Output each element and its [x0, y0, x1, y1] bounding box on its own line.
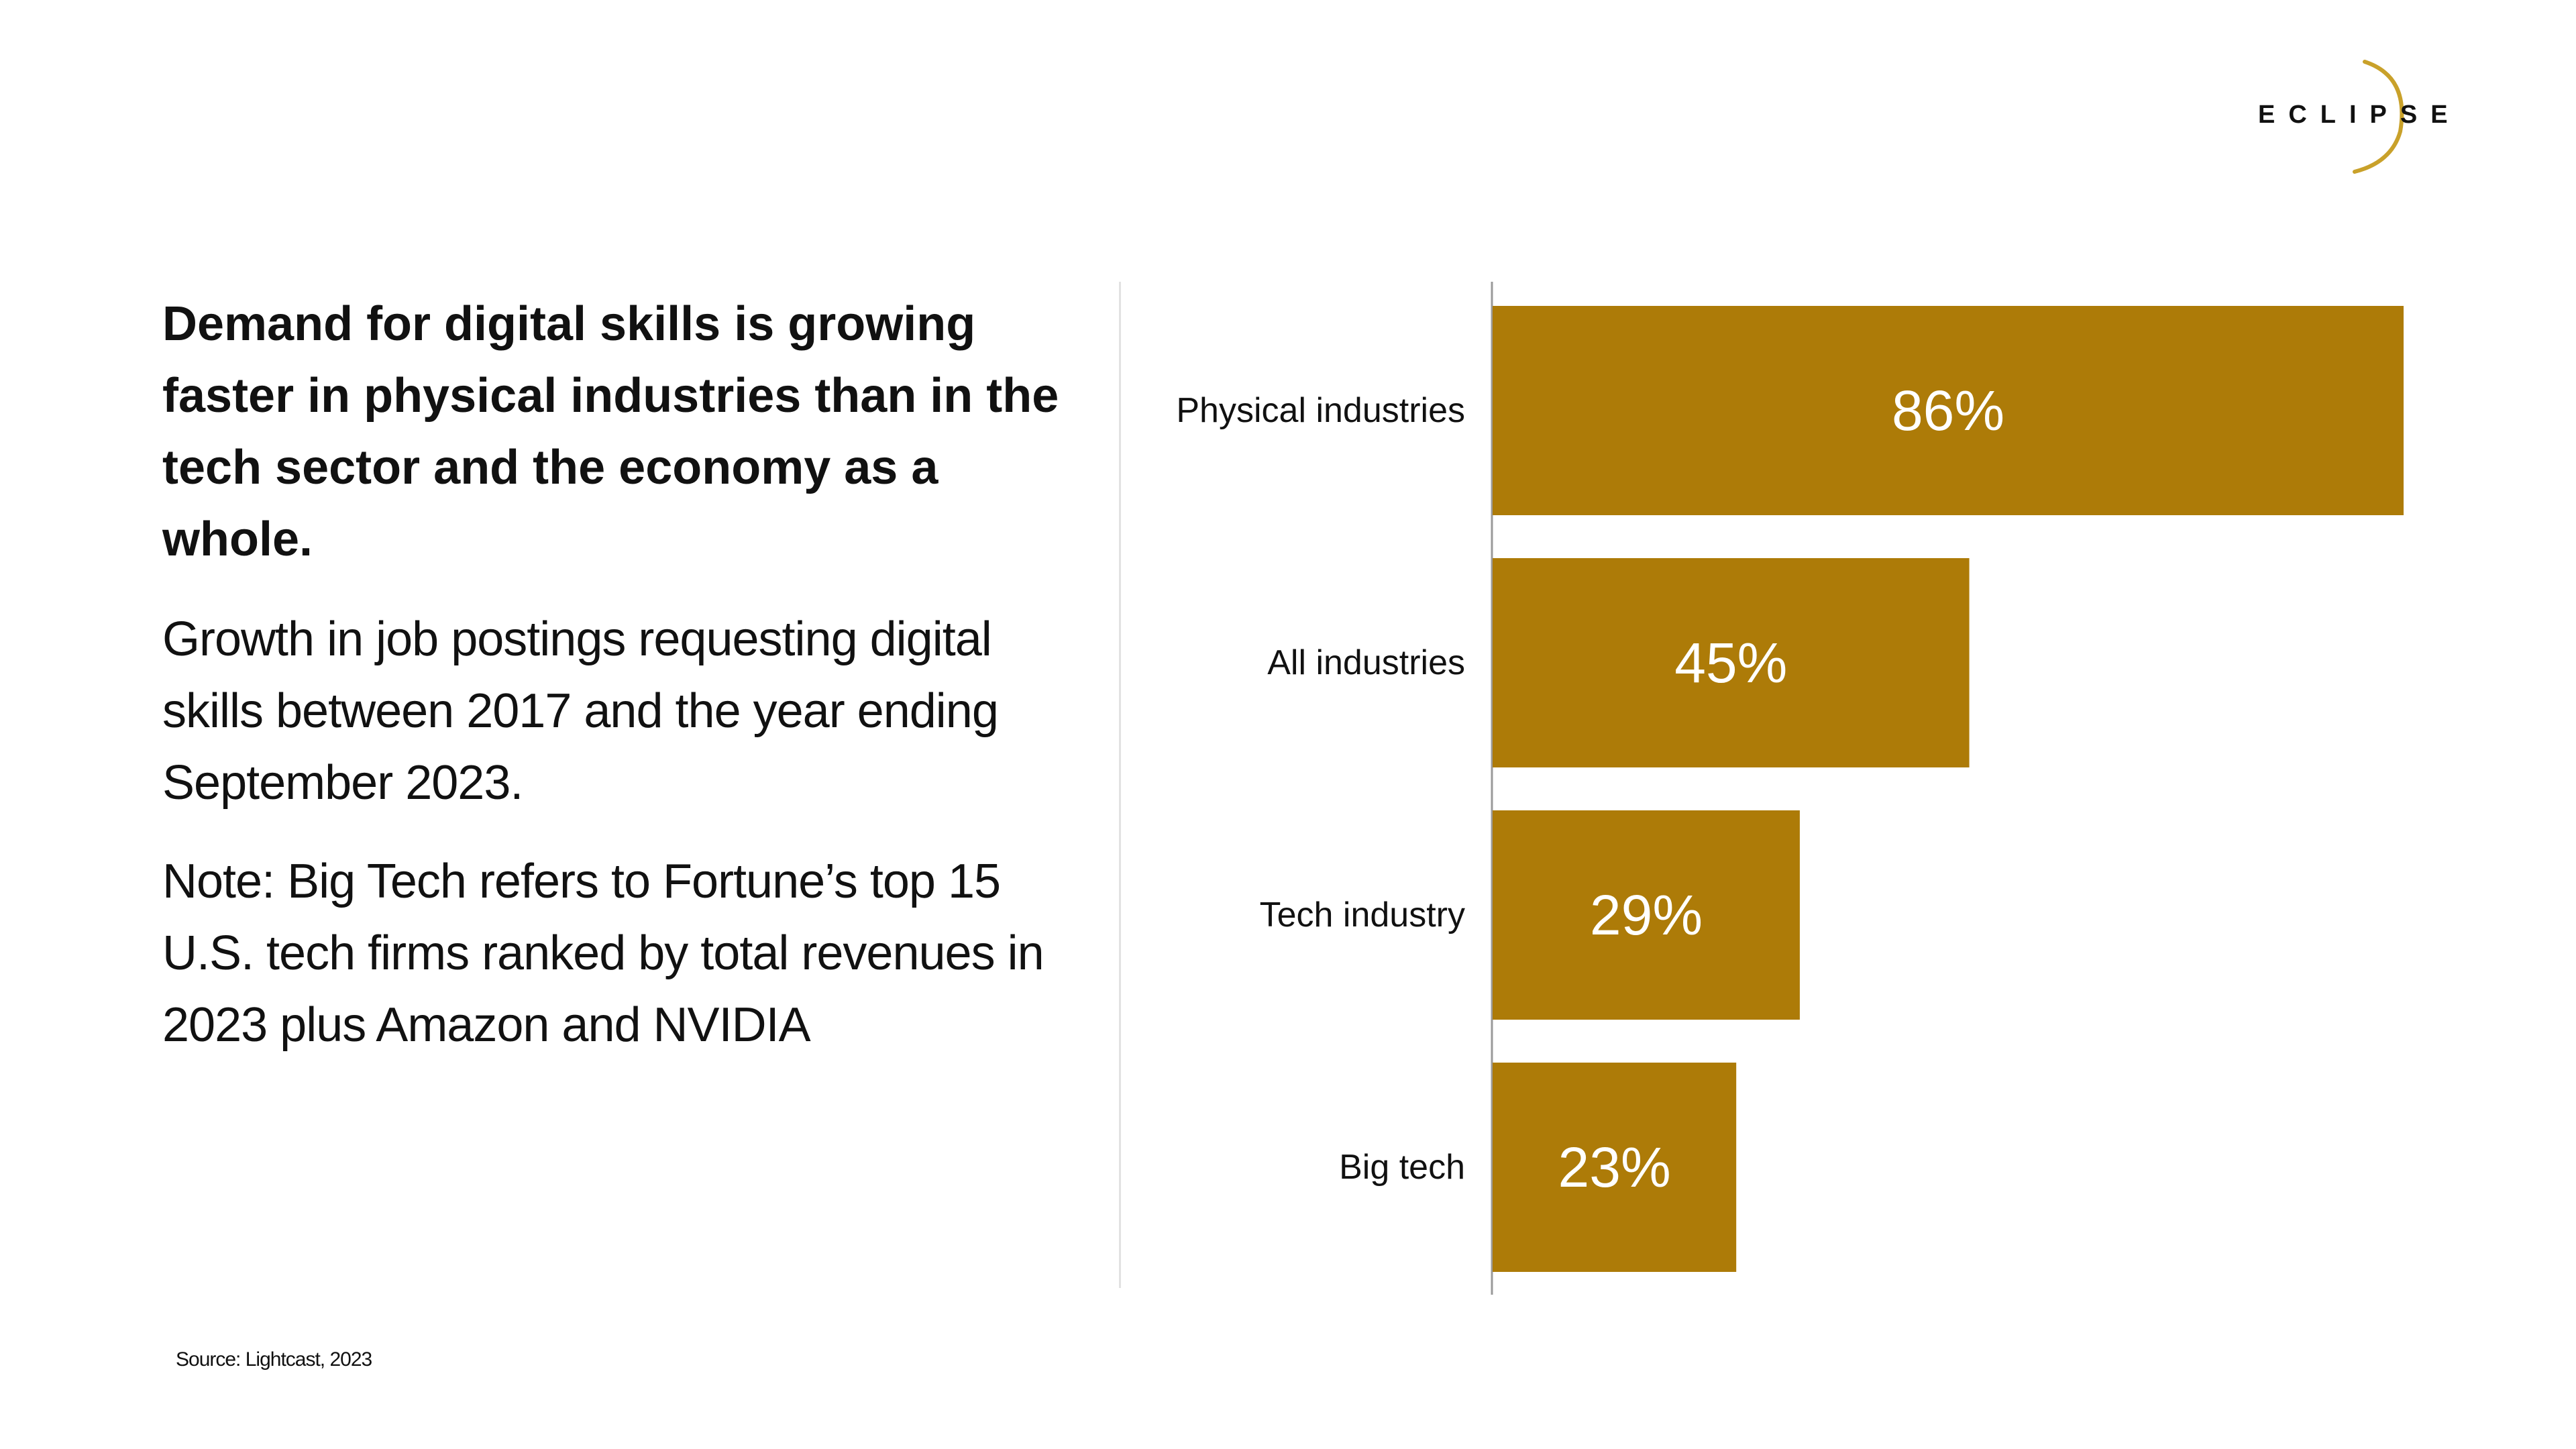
- bar-chart: Physical industries 86% All industries 45% T…: [1127, 282, 2469, 1295]
- value-label: 45%: [1674, 631, 1787, 694]
- bar-tech-industry: [1493, 810, 1800, 1020]
- note: Note: Big Tech refers to Fortune’s top 1…: [162, 855, 1044, 1052]
- bar-all-industries: [1493, 558, 1970, 767]
- category-label: All industries: [1267, 643, 1465, 682]
- bar-big-tech: [1493, 1063, 1737, 1272]
- source-note: Source: Lightcast, 2023: [176, 1348, 372, 1371]
- category-label: Tech industry: [1260, 896, 1465, 934]
- value-label: 23%: [1558, 1136, 1671, 1199]
- headline: Demand for digital skills is growing fas…: [162, 297, 1059, 566]
- category-label: Big tech: [1339, 1148, 1465, 1187]
- eclipse-logo: ECLIPSE: [2241, 56, 2455, 174]
- logo-wordmark: ECLIPSE: [2258, 101, 2461, 129]
- description: Growth in job postings requesting digita…: [162, 612, 999, 810]
- value-label: 86%: [1892, 379, 2004, 442]
- chart-svg: Physical industries 86% All industries 45% T…: [1176, 282, 2404, 1295]
- logo-arc-icon: [2353, 60, 2404, 174]
- category-label: Physical industries: [1176, 391, 1465, 430]
- bar-physical-industries: [1493, 306, 2404, 515]
- text-panel: Demand for digital skills is growing fas…: [162, 288, 1061, 1088]
- divider: [1119, 282, 1121, 1288]
- value-label: 29%: [1590, 883, 1703, 947]
